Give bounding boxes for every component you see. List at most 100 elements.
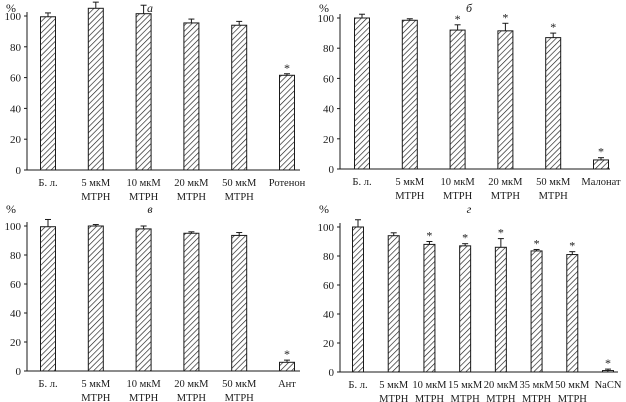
y-tick-label: 20 <box>10 337 22 349</box>
y-tick-label: 20 <box>323 134 335 146</box>
panel-letter: б <box>466 1 473 15</box>
category-label: MTPH <box>558 394 588 402</box>
category-label: Б. л. <box>38 379 57 390</box>
bar <box>459 245 472 373</box>
category-label: Малонат <box>581 177 621 188</box>
category-label: 10 мкМ <box>412 380 447 391</box>
y-axis-label: % <box>319 202 329 216</box>
y-tick-label: 60 <box>10 279 22 291</box>
y-tick-label: 0 <box>16 165 22 177</box>
y-tick-label: 40 <box>10 103 22 115</box>
category-label: 50 мкМ <box>222 379 257 390</box>
category-label: MTPH <box>395 191 425 202</box>
category-label: MTPH <box>177 393 207 402</box>
y-tick-label: 100 <box>5 11 22 23</box>
panel-letter: в <box>147 202 152 216</box>
significance-marker: * <box>569 239 575 253</box>
category-label: MTPH <box>225 393 255 402</box>
category-label: 20 мкМ <box>174 379 209 390</box>
category-label: MTPH <box>539 191 569 202</box>
y-tick-label: 100 <box>318 13 335 25</box>
y-tick-label: 40 <box>323 309 335 321</box>
y-tick-label: 0 <box>329 164 335 176</box>
bar <box>352 226 364 373</box>
y-tick-label: 20 <box>323 338 335 350</box>
y-tick-label: 0 <box>16 366 22 378</box>
y-tick-label: 100 <box>318 222 335 234</box>
bar <box>387 235 400 373</box>
bar <box>354 17 370 170</box>
significance-marker: * <box>462 231 468 245</box>
bar <box>231 234 248 372</box>
category-label: Б. л. <box>348 380 367 391</box>
bar <box>135 228 152 372</box>
category-label: 35 мкМ <box>519 380 554 391</box>
category-label: 5 мкМ <box>379 380 409 391</box>
category-label: MTPH <box>81 192 111 203</box>
bar <box>530 250 543 373</box>
y-tick-label: 60 <box>323 73 335 85</box>
category-label: Ротенон <box>269 178 306 189</box>
bar <box>494 246 507 373</box>
category-label: MTPH <box>443 191 473 202</box>
category-label: 20 мкМ <box>174 178 209 189</box>
category-label: NaCN <box>595 380 622 391</box>
y-tick-label: 40 <box>323 104 335 116</box>
category-label: 10 мкМ <box>440 177 475 188</box>
significance-marker: * <box>502 10 508 24</box>
bar <box>87 225 104 372</box>
category-label: MTPH <box>522 394 552 402</box>
bar <box>449 29 466 170</box>
category-label: MTPH <box>451 394 481 402</box>
bar <box>183 22 200 171</box>
significance-marker: * <box>498 226 504 240</box>
category-label: 20 мкМ <box>484 380 519 391</box>
category-label: MTPH <box>486 394 516 402</box>
category-label: 50 мкМ <box>555 380 590 391</box>
panel-letter: г <box>467 202 472 216</box>
bar <box>545 37 562 170</box>
category-label: MTPH <box>177 192 207 203</box>
category-label: Б. л. <box>38 178 57 189</box>
bar <box>40 226 56 372</box>
y-tick-label: 100 <box>5 221 22 233</box>
category-label: MTPH <box>379 394 409 402</box>
category-label: 5 мкМ <box>81 379 111 390</box>
category-label: 10 мкМ <box>126 379 161 390</box>
category-label: Ант <box>278 379 296 390</box>
chart-panel-v: в% 0 20 40 60 80 100 Б. л. 5 мкМ MTPH 10 мкМ MTPH 20… <box>5 202 300 402</box>
category-label: 50 мкМ <box>536 177 571 188</box>
significance-marker: * <box>455 12 461 26</box>
category-label: MTPH <box>81 393 111 402</box>
bar <box>566 254 579 373</box>
bar <box>279 74 295 171</box>
bar <box>401 19 418 170</box>
category-label: MTPH <box>129 192 159 203</box>
y-tick-label: 40 <box>10 308 22 320</box>
category-label: 10 мкМ <box>126 178 161 189</box>
category-label: 5 мкМ <box>395 177 425 188</box>
significance-marker: * <box>598 145 604 159</box>
bar <box>87 7 104 171</box>
bar <box>183 232 200 372</box>
category-label: MTPH <box>491 191 521 202</box>
bar <box>497 30 514 170</box>
category-label: 20 мкМ <box>488 177 523 188</box>
y-axis-label: % <box>6 202 16 216</box>
significance-marker: * <box>284 347 290 361</box>
category-label: 50 мкМ <box>222 178 257 189</box>
significance-marker: * <box>534 236 540 250</box>
category-label: MTPH <box>225 192 255 203</box>
bar <box>279 361 295 372</box>
bar <box>231 24 248 171</box>
significance-marker: * <box>605 356 611 370</box>
y-tick-label: 0 <box>329 367 335 379</box>
y-tick-label: 80 <box>10 250 22 262</box>
bar <box>135 13 152 171</box>
significance-marker: * <box>284 61 290 75</box>
category-label: MTPH <box>129 393 159 402</box>
chart-panel-b: б% 0 20 40 60 80 100 Б. л. 5 мкМ MTPH * 10 мкМ MTPH *… <box>318 1 621 202</box>
y-tick-label: 60 <box>323 280 335 292</box>
